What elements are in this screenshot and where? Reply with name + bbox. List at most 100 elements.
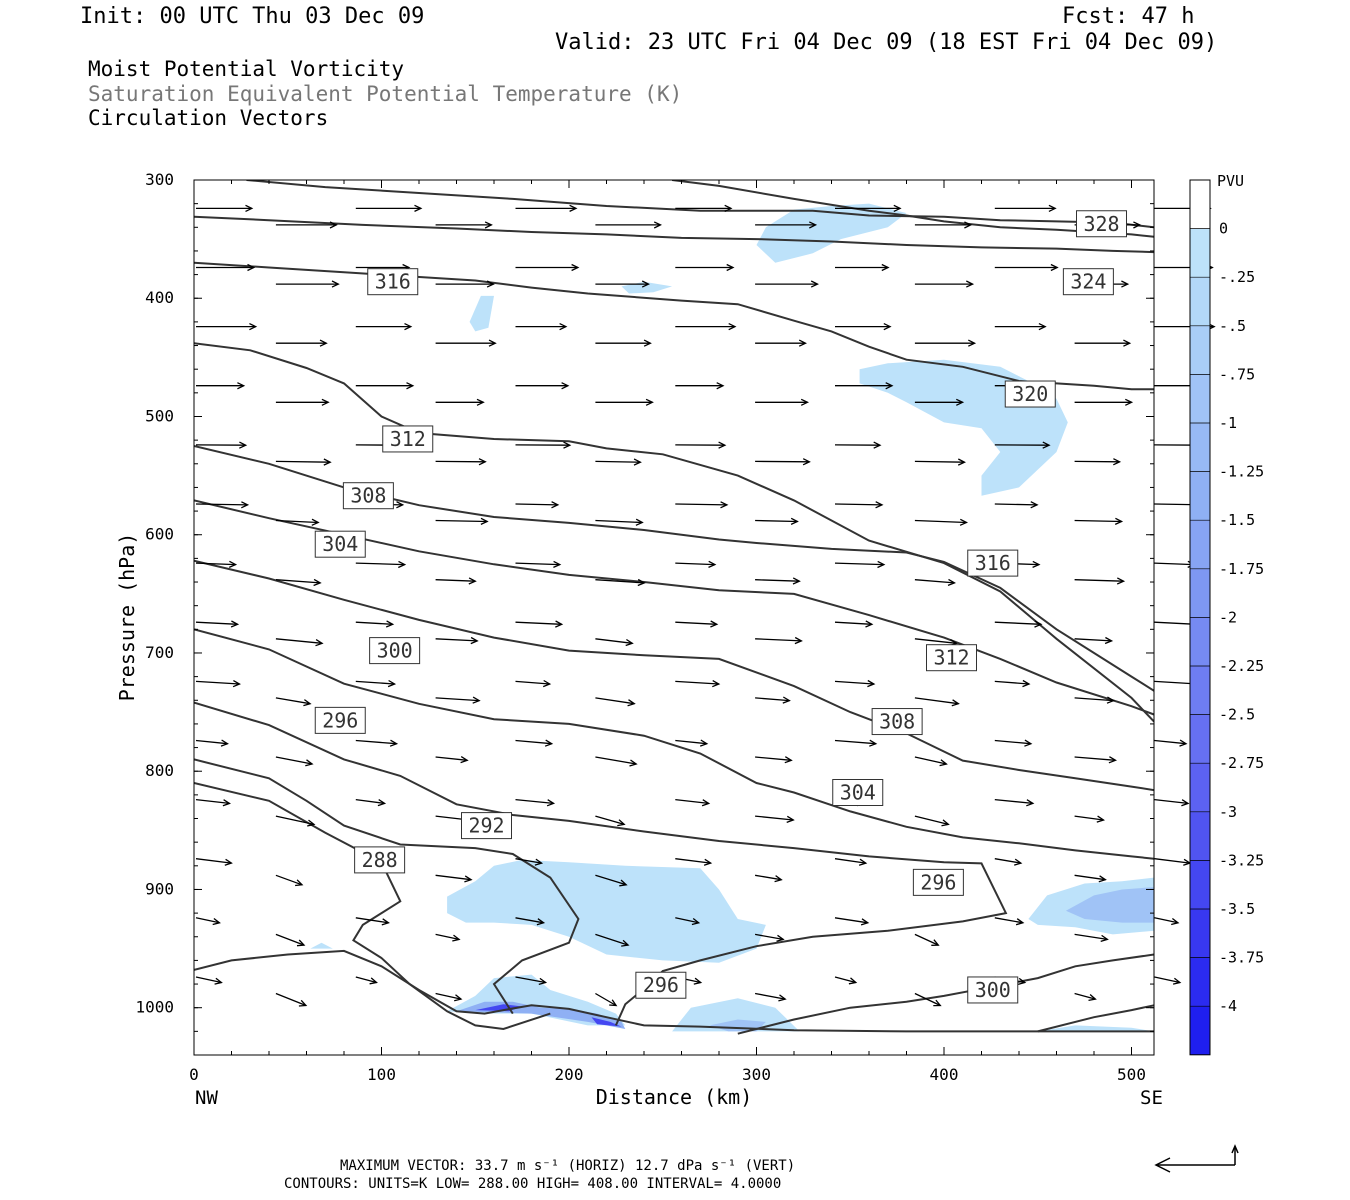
vector-head [228, 560, 238, 568]
contour-label-288: 288 [354, 846, 406, 874]
vector-shaft [435, 579, 476, 582]
vector-head [307, 819, 316, 827]
vector-head [214, 977, 223, 985]
colorbar-swatch [1190, 811, 1210, 861]
mpv-region-2 [469, 295, 494, 332]
vector-arrow [355, 917, 390, 926]
contour-info: CONTOURS: UNITS=K LOW= 288.00 HIGH= 408.… [284, 1176, 782, 1192]
vector-arrow [275, 339, 328, 347]
vector-arrow [1074, 398, 1134, 406]
vector-head [1171, 917, 1180, 926]
vector-head [536, 918, 546, 926]
vector-shaft [595, 519, 643, 524]
vector-head [774, 875, 783, 883]
vector-arrow [914, 221, 973, 229]
contour-label-text: 292 [468, 814, 504, 838]
mpv-region-4 [447, 859, 766, 963]
vector-arrow [196, 323, 258, 331]
vector-arrow [595, 697, 636, 707]
vector-head [396, 501, 405, 509]
vector-arrow [755, 577, 801, 585]
vector-arrow [435, 221, 493, 229]
vector-shaft [994, 680, 1030, 685]
vector-shaft [515, 976, 546, 984]
vector-head [224, 858, 233, 866]
vector-shaft [355, 917, 389, 924]
vector-arrow [515, 441, 572, 449]
vector-head [778, 994, 787, 1002]
vector-shaft [994, 798, 1033, 805]
vector-arrow [675, 441, 727, 449]
vector-shaft [595, 638, 633, 644]
vector-head [724, 204, 733, 212]
vector-head [627, 699, 636, 707]
vector-head [1133, 221, 1142, 229]
vector-head [488, 339, 497, 347]
x-left-endpoint: NW [195, 1087, 218, 1109]
vector-arrow [196, 382, 246, 390]
vector-arrow [834, 739, 878, 747]
vector-arrow [754, 992, 787, 1002]
colorbar-swatch [1190, 714, 1210, 764]
vector-head [1172, 977, 1182, 985]
vector-arrow [275, 280, 340, 288]
vector-head [726, 263, 735, 272]
vector-head [703, 858, 713, 866]
colorbar-swatch [1190, 763, 1210, 812]
contour-328-1 [194, 215, 1154, 254]
vector-arrow [1154, 798, 1190, 807]
vector-arrow [914, 697, 960, 707]
vector-arrow [675, 501, 729, 509]
vector-head [1108, 756, 1117, 764]
contour-label-box [1062, 268, 1114, 296]
vector-head [1088, 994, 1097, 1002]
vector-arrow [435, 577, 477, 585]
colorbar-label: -3.25 [1219, 851, 1264, 869]
field-title-theta-es: Saturation Equivalent Potential Temperat… [88, 82, 683, 106]
vector-shaft [834, 562, 884, 566]
vector-arrow [595, 339, 652, 347]
vector-head [555, 620, 564, 628]
vector-arrow [595, 933, 630, 947]
contour-label-text: 316 [375, 270, 411, 294]
vector-shaft [675, 917, 699, 924]
vector-head [1017, 977, 1027, 986]
vector-head [877, 560, 886, 569]
vector-arrow [835, 204, 902, 212]
vector-arrow [595, 578, 646, 587]
vector-head [802, 458, 811, 466]
vector-shaft [355, 680, 395, 685]
x-tick-label: 200 [555, 1065, 584, 1084]
vector-head [454, 994, 463, 1002]
vector-head [1179, 739, 1188, 747]
vector-arrow [515, 501, 560, 509]
vector-shaft [355, 621, 393, 625]
vector-head [637, 578, 646, 587]
vector-arrow [1154, 739, 1188, 747]
vector-head [230, 620, 240, 628]
vector-shaft [435, 519, 488, 523]
field-title-vectors: Circulation Vectors [88, 106, 329, 130]
vector-arrow [595, 756, 638, 767]
mpv-region-0 [756, 203, 907, 263]
colorbar-label: -.75 [1219, 365, 1255, 383]
y-tick-label: 300 [145, 170, 174, 189]
vector-arrow [355, 739, 399, 747]
vector-head [484, 221, 493, 229]
vector-arrow [515, 858, 544, 866]
vector-shaft [1154, 858, 1190, 864]
vector-head [718, 441, 727, 449]
vector-arrow [994, 204, 1057, 212]
colorbar-swatch [1190, 471, 1210, 521]
vector-head [885, 382, 894, 390]
contour-label-text: 312 [390, 427, 426, 451]
mpv-region-13 [591, 1017, 622, 1027]
contour-label-box [314, 706, 366, 734]
colorbar-label: -3 [1219, 803, 1237, 821]
vector-head [625, 638, 634, 647]
vector-head [1024, 739, 1033, 747]
y-tick-label: 700 [145, 643, 174, 662]
vector-head [810, 280, 819, 288]
contour-label-text: 296 [920, 870, 956, 894]
vector-shaft [1074, 519, 1122, 523]
